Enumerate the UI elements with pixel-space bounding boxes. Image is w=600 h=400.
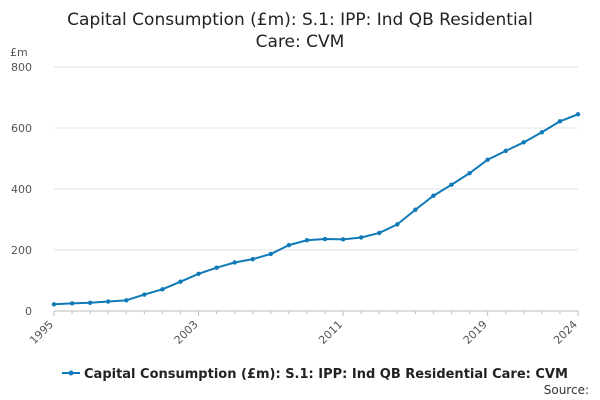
y-tick-label-0: 0 — [25, 305, 32, 318]
data-point-1997[interactable] — [87, 300, 93, 305]
chart-title-line-2: Care: CVM — [256, 32, 345, 52]
y-tick-label-800: 800 — [11, 61, 32, 74]
x-tick-label-2019: 2019 — [461, 318, 490, 347]
y-tick-label-200: 200 — [11, 244, 32, 257]
data-point-2021[interactable] — [521, 140, 526, 145]
data-point-1995[interactable] — [51, 302, 57, 307]
data-point-2002[interactable] — [178, 279, 183, 284]
data-point-2011[interactable] — [340, 237, 346, 242]
y-axis-ticks: 0 200 400 600 800 — [11, 61, 32, 318]
data-point-2007[interactable] — [268, 251, 274, 257]
chart-title-line-1: Capital Consumption (£m): S.1: IPP: Ind … — [67, 10, 533, 30]
series-line-0 — [53, 113, 579, 306]
data-point-2010[interactable] — [322, 236, 328, 242]
data-point-2003[interactable] — [196, 271, 201, 276]
x-tick-label-2024: 2024 — [551, 318, 580, 347]
data-point-2016[interactable] — [431, 193, 436, 198]
data-point-2000[interactable] — [142, 292, 147, 297]
data-point-2019[interactable] — [485, 157, 490, 162]
data-point-2014[interactable] — [395, 222, 400, 227]
data-point-2005[interactable] — [232, 260, 237, 265]
data-point-2008[interactable] — [286, 242, 292, 248]
x-tick-label-1995: 1995 — [27, 318, 56, 347]
y-tick-label-400: 400 — [11, 183, 32, 196]
legend-label[interactable]: Capital Consumption (£m): S.1: IPP: Ind … — [84, 367, 568, 382]
x-tick-label-2011: 2011 — [316, 318, 345, 347]
data-point-2001[interactable] — [160, 287, 165, 292]
data-point-2022[interactable] — [539, 130, 545, 135]
y-tick-label-600: 600 — [11, 122, 32, 135]
source-label: Source: — [544, 383, 589, 397]
legend-marker — [68, 370, 74, 376]
data-point-2015[interactable] — [413, 207, 418, 212]
data-point-1999[interactable] — [124, 298, 129, 303]
data-point-2004[interactable] — [214, 265, 219, 270]
data-point-2023[interactable] — [557, 119, 563, 124]
data-point-1996[interactable] — [69, 301, 75, 306]
legend[interactable]: Capital Consumption (£m): S.1: IPP: Ind … — [62, 367, 568, 382]
data-point-2020[interactable] — [503, 148, 508, 154]
x-axis: 1995 2003 2011 2019 2024 — [27, 311, 580, 347]
data-point-1998[interactable] — [106, 299, 111, 304]
chart-title: Capital Consumption (£m): S.1: IPP: Ind … — [67, 10, 533, 52]
data-point-2018[interactable] — [467, 170, 472, 176]
data-point-2006[interactable] — [250, 256, 255, 262]
data-point-2009[interactable] — [304, 238, 310, 243]
data-point-2024[interactable] — [575, 112, 581, 117]
series-group — [51, 112, 581, 307]
gridlines — [54, 66, 578, 312]
y-axis-label: £m — [10, 46, 28, 59]
data-point-2017[interactable] — [449, 182, 454, 187]
x-tick-label-2003: 2003 — [172, 318, 201, 347]
data-point-2012[interactable] — [358, 235, 364, 240]
data-point-2013[interactable] — [377, 230, 382, 236]
